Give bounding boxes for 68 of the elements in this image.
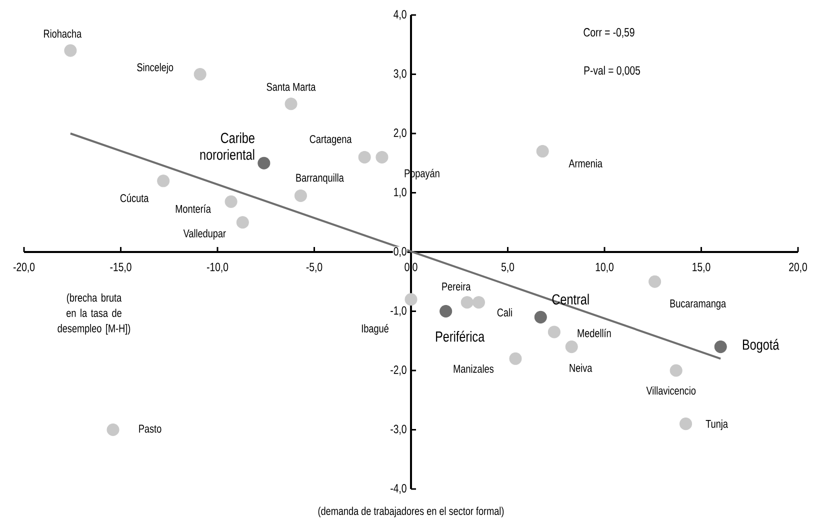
point bbox=[258, 156, 270, 170]
point bbox=[548, 326, 560, 338]
annotation: Corr = -0,59 bbox=[584, 28, 634, 38]
point bbox=[224, 195, 238, 208]
x-tick-label: -15,0 bbox=[110, 262, 132, 273]
x-tick-label: -20,0 bbox=[13, 262, 35, 273]
point bbox=[404, 293, 418, 306]
point bbox=[440, 304, 452, 318]
point bbox=[565, 340, 578, 354]
y-axis-title: (brecha bruta en la tasa de desempleo [M-H]) bbox=[58, 293, 130, 335]
annotation: Montería bbox=[176, 204, 211, 213]
x-tick-label: 15,0 bbox=[692, 262, 710, 273]
point bbox=[460, 296, 474, 309]
x-tick-label: 20,0 bbox=[789, 262, 807, 273]
y-tick-label: 4,0 bbox=[394, 10, 406, 20]
y-tick-label: -3,0 bbox=[390, 424, 406, 435]
y-tick-label: -4,0 bbox=[390, 484, 406, 494]
annotation: Ibagué bbox=[362, 324, 388, 335]
annotation: Pereira bbox=[442, 282, 471, 291]
annotation: Villavicencio bbox=[646, 386, 696, 395]
point bbox=[376, 150, 388, 164]
annotation: Armenia bbox=[568, 159, 602, 168]
point bbox=[294, 189, 307, 202]
annotation: Central bbox=[552, 294, 589, 305]
annotation: Sincelejo bbox=[137, 62, 174, 74]
point bbox=[680, 418, 692, 430]
point bbox=[358, 150, 371, 164]
point bbox=[714, 340, 727, 354]
y-tick-label: -2,0 bbox=[390, 366, 406, 376]
y-tick-label: 0,0 bbox=[394, 247, 406, 257]
annotation: Periférica bbox=[436, 330, 485, 342]
y-tick-label: -1,0 bbox=[390, 306, 406, 316]
annotation: Valledupar bbox=[183, 229, 226, 240]
annotation: P-val = 0,005 bbox=[584, 66, 640, 76]
point bbox=[472, 296, 486, 309]
point bbox=[648, 275, 662, 288]
annotation: Tunja bbox=[706, 420, 728, 430]
x-tick-label: 5,0 bbox=[501, 262, 514, 273]
annotation: Caribe nororiental bbox=[200, 132, 254, 160]
point bbox=[536, 145, 549, 158]
x-tick-label: 10,0 bbox=[596, 262, 614, 273]
annotation: Bogotá bbox=[742, 338, 780, 353]
annotation: Cúcuta bbox=[120, 194, 149, 202]
point bbox=[194, 68, 206, 81]
annotation: Barranquilla bbox=[296, 173, 344, 184]
y-tick-label: 3,0 bbox=[394, 69, 406, 80]
annotation: Pasto bbox=[139, 424, 162, 433]
point bbox=[64, 44, 77, 57]
x-tick-label: -10,0 bbox=[206, 262, 228, 273]
x-axis-title: (demanda de trabajadores en el sector formal) bbox=[318, 506, 504, 518]
point bbox=[284, 98, 298, 110]
annotation: Cali bbox=[497, 308, 512, 317]
point bbox=[236, 216, 249, 229]
y-tick-label: 1,0 bbox=[394, 188, 406, 198]
point bbox=[509, 352, 522, 365]
annotation: Neiva bbox=[570, 364, 592, 372]
annotation: Santa Marta bbox=[266, 82, 316, 91]
annotation: Bucaramanga bbox=[670, 300, 726, 310]
annotation: Riohacha bbox=[44, 29, 82, 38]
annotation: Cartagena bbox=[310, 135, 352, 146]
y-tick-label: 2,0 bbox=[394, 128, 406, 138]
point bbox=[670, 364, 682, 377]
x-tick-label: -5,0 bbox=[306, 262, 322, 273]
annotation: Manizales bbox=[454, 364, 494, 373]
point bbox=[157, 174, 170, 188]
annotation: Medellín bbox=[578, 328, 611, 338]
point bbox=[106, 423, 120, 436]
point bbox=[534, 310, 547, 324]
